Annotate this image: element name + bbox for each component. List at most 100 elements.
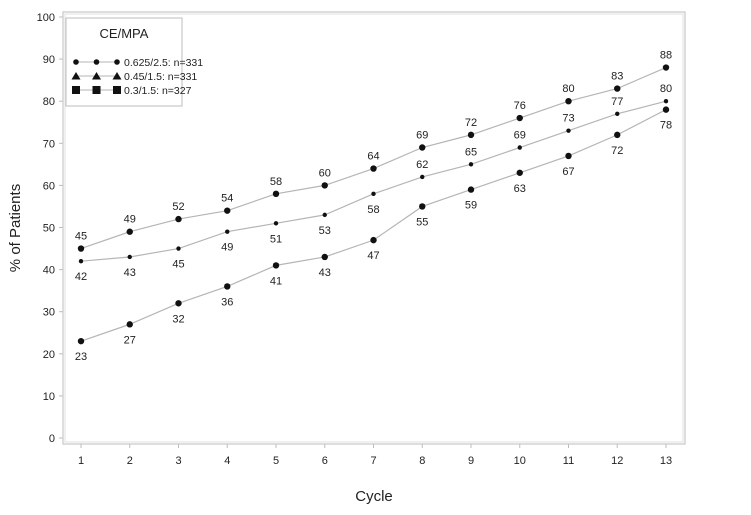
data-point [662, 64, 670, 71]
data-label: 60 [319, 167, 331, 179]
data-point [467, 131, 475, 139]
data-label: 36 [221, 296, 233, 308]
y-tick-label: 10 [43, 391, 55, 403]
data-point [176, 246, 181, 251]
data-label: 54 [221, 193, 233, 205]
data-point [419, 203, 426, 210]
data-label: 49 [124, 214, 136, 226]
data-point [517, 145, 522, 150]
series-1: 45 49 52 54 58 60 64 69 72 76 80 83 88 [75, 50, 672, 252]
data-point [175, 300, 182, 307]
data-point [321, 253, 328, 261]
data-point [614, 131, 621, 139]
x-tick-label: 4 [224, 455, 230, 467]
data-label: 67 [562, 166, 574, 178]
data-label: 72 [611, 145, 623, 157]
data-label: 51 [270, 233, 282, 245]
data-point [273, 221, 279, 226]
data-label: 65 [465, 146, 477, 158]
plot-border-inner [64, 13, 684, 443]
legend-entry: 0.45/1.5: n=331 [71, 71, 197, 83]
data-label: 45 [75, 231, 87, 243]
y-axis: 0 10 20 30 40 50 60 70 80 90 100 [37, 12, 63, 445]
data-point [566, 128, 571, 133]
data-label: 49 [221, 242, 233, 254]
data-label: 88 [660, 50, 672, 62]
series-line [80, 109, 667, 342]
data-label: 27 [124, 334, 136, 346]
data-point [663, 99, 669, 104]
data-label: 72 [465, 117, 477, 129]
data-label: 58 [367, 204, 379, 216]
data-label: 45 [172, 259, 184, 271]
data-point [615, 111, 620, 117]
square-marker-icon [92, 86, 101, 94]
series-3: 23 27 32 36 41 43 47 55 59 63 67 72 78 [75, 106, 672, 363]
data-point [370, 236, 377, 244]
data-point [370, 165, 377, 172]
data-point [516, 169, 523, 176]
x-tick-label: 7 [370, 455, 376, 467]
x-tick-label: 5 [273, 455, 279, 467]
circle-marker-icon [93, 59, 100, 65]
square-marker-icon [72, 86, 80, 94]
data-point [467, 186, 475, 193]
data-label: 69 [416, 130, 428, 142]
data-label: 52 [172, 201, 184, 213]
x-tick-label: 11 [563, 455, 574, 467]
data-point [419, 144, 426, 151]
y-tick-label: 70 [43, 138, 55, 150]
data-label: 43 [124, 267, 136, 279]
legend: CE/MPA 0.625/2.5: n=331 0.45/1.5: n=331 0.3… [65, 17, 203, 107]
y-axis-label: % of Patients [7, 184, 24, 272]
data-label: 69 [514, 130, 526, 142]
triangle-marker-icon [92, 72, 101, 80]
x-tick-label: 2 [127, 455, 133, 467]
data-point [371, 191, 376, 197]
y-tick-label: 50 [43, 223, 55, 235]
legend-label: 0.625/2.5: n=331 [124, 57, 203, 69]
data-label: 53 [319, 225, 331, 237]
data-point [662, 106, 670, 113]
x-tick-label: 13 [660, 455, 672, 467]
x-tick-label: 8 [419, 455, 425, 467]
data-label: 58 [270, 176, 282, 188]
data-point [225, 229, 230, 234]
data-label: 76 [514, 100, 526, 112]
data-point [322, 212, 327, 218]
data-point [614, 85, 621, 92]
x-tick-label: 6 [322, 455, 328, 467]
data-point [516, 114, 523, 122]
legend-title: CE/MPA [100, 26, 149, 41]
data-label: 43 [319, 267, 331, 279]
data-point [77, 337, 85, 345]
data-point [565, 98, 572, 105]
data-point [78, 258, 84, 264]
data-point [468, 162, 474, 167]
data-point [77, 245, 85, 252]
y-tick-label: 30 [43, 307, 55, 319]
data-label: 63 [514, 183, 526, 195]
series-group: 45 49 52 54 58 60 64 69 72 76 80 83 88 42 43 45 49 51 53 58… [75, 50, 672, 364]
data-label: 59 [465, 200, 477, 212]
y-tick-label: 40 [43, 265, 55, 277]
data-point [272, 190, 280, 198]
circle-marker-icon [73, 59, 79, 65]
x-axis-label: Cycle [355, 488, 393, 505]
legend-entry: 0.3/1.5: n=327 [72, 85, 192, 97]
data-label: 62 [416, 159, 428, 171]
data-point [321, 182, 328, 189]
data-point [420, 174, 425, 180]
series-2: 42 43 45 49 51 53 58 62 65 69 73 77 80 [75, 83, 672, 283]
data-point [224, 207, 231, 214]
data-label: 42 [75, 271, 87, 283]
data-label: 80 [660, 83, 672, 95]
data-point [175, 215, 182, 223]
circle-marker-icon [114, 59, 120, 65]
x-tick-label: 10 [514, 455, 526, 467]
data-label: 41 [270, 275, 282, 287]
y-tick-label: 100 [37, 12, 55, 24]
data-label: 23 [75, 351, 87, 363]
x-tick-label: 12 [611, 455, 623, 467]
legend-entry: 0.625/2.5: n=331 [73, 57, 203, 69]
